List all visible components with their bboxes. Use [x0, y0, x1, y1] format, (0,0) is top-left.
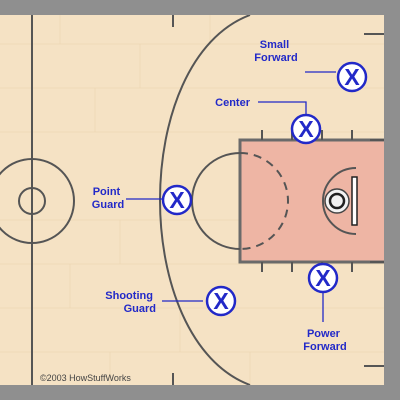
label-power-forward-line-1: Power: [307, 328, 341, 340]
copyright-credit: ©2003 HowStuffWorks: [40, 373, 131, 383]
center-circle-inner: [18, 187, 46, 215]
label-shooting-guard-line-2: Guard: [124, 303, 156, 315]
label-power-forward: Power Forward: [303, 328, 346, 353]
player-marker-x: X: [213, 288, 229, 314]
player-marker-x: X: [315, 265, 331, 291]
backboard: [351, 176, 358, 226]
player-marker-power-forward: X: [307, 262, 339, 294]
leader-lines: [126, 71, 336, 322]
center-circle: [0, 158, 75, 244]
player-marker-x: X: [298, 116, 314, 142]
label-shooting-guard-line-1: Shooting: [105, 290, 153, 302]
hoop-net: [324, 188, 350, 214]
player-marker-x: X: [344, 64, 360, 90]
frame-right: [384, 0, 400, 400]
frame-bottom: [0, 385, 400, 400]
label-point-guard: Point Guard: [92, 186, 124, 211]
player-marker-ring: [336, 61, 368, 93]
free-throw-circle-inner: [239, 152, 289, 250]
hoop-rim: [328, 192, 346, 210]
label-small-forward: Small Forward: [254, 39, 297, 64]
label-shooting-guard: Shooting Guard: [105, 290, 156, 315]
court-markings: [0, 15, 384, 385]
label-point-guard-line-2: Guard: [92, 199, 124, 211]
label-small-forward-line-1: Small: [260, 39, 289, 51]
player-marker-center: X: [290, 113, 322, 145]
label-point-guard-line-1: Point: [93, 186, 121, 198]
paint-area: [238, 138, 384, 264]
label-small-forward-line-2: Forward: [254, 52, 297, 64]
player-marker-x: X: [169, 187, 185, 213]
label-power-forward-line-2: Forward: [303, 341, 346, 353]
restricted-arc: [322, 167, 357, 235]
player-marker-ring: [307, 262, 339, 294]
player-marker-point-guard: X: [161, 184, 193, 216]
player-labels: Small Forward Center Point Guard Shootin…: [92, 39, 347, 353]
player-markers: X X X X X: [161, 61, 368, 317]
player-marker-small-forward: X: [336, 61, 368, 93]
floor-grain: [0, 15, 384, 385]
player-marker-ring: [290, 113, 322, 145]
frame-top: [0, 0, 400, 15]
player-marker-shooting-guard: X: [205, 285, 237, 317]
three-point-arc: [159, 15, 251, 385]
player-marker-ring: [205, 285, 237, 317]
label-center: Center: [215, 97, 251, 109]
player-marker-ring: [161, 184, 193, 216]
label-center-line-1: Center: [215, 97, 251, 109]
